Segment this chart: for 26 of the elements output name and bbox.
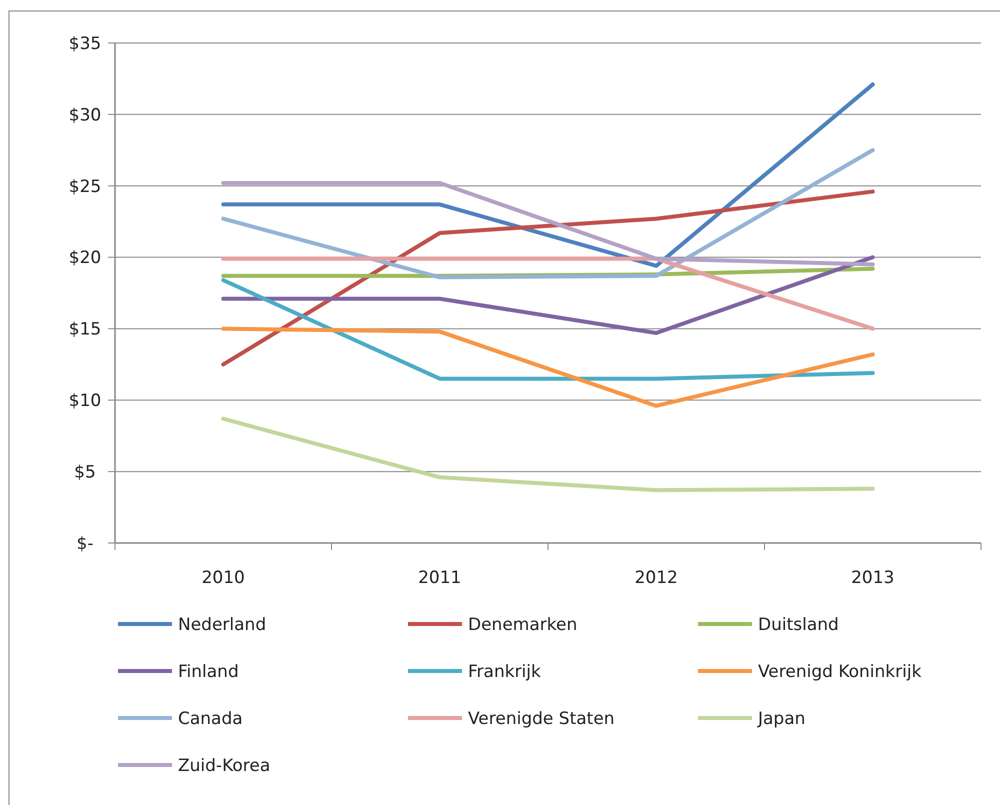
legend-label: Nederland bbox=[178, 614, 266, 635]
y-tick-label: $35 bbox=[68, 34, 102, 54]
y-tick-label: $30 bbox=[68, 105, 102, 126]
x-tick-label: 2010 bbox=[202, 568, 245, 588]
legend-label: Finland bbox=[178, 662, 239, 682]
line-series bbox=[221, 416, 875, 492]
line-series bbox=[221, 326, 875, 408]
line-series bbox=[221, 190, 875, 366]
legend-label: Duitsland bbox=[758, 614, 839, 635]
y-tick-label: $15 bbox=[68, 320, 102, 340]
y-tick-label: $5 bbox=[74, 462, 96, 483]
legend-label: Denemarken bbox=[468, 614, 578, 635]
legend-label: Canada bbox=[178, 708, 243, 729]
x-tick-label: 2012 bbox=[634, 568, 678, 588]
x-tick-label: 2011 bbox=[418, 568, 462, 588]
legend-label: Verenigd Koninkrijk bbox=[758, 662, 922, 682]
line-series bbox=[221, 148, 875, 280]
legend-label: Zuid-Korea bbox=[178, 756, 270, 776]
y-tick-label: $10 bbox=[68, 391, 102, 412]
legend-label: Japan bbox=[757, 708, 806, 729]
y-tick-label: $25 bbox=[68, 176, 102, 197]
legend-label: Verenigde Staten bbox=[468, 708, 615, 729]
x-tick-label: 2013 bbox=[851, 568, 894, 588]
legend-label: Frankrijk bbox=[468, 662, 542, 682]
y-tick-label: $- bbox=[76, 534, 94, 554]
y-tick-label: $20 bbox=[68, 248, 102, 268]
